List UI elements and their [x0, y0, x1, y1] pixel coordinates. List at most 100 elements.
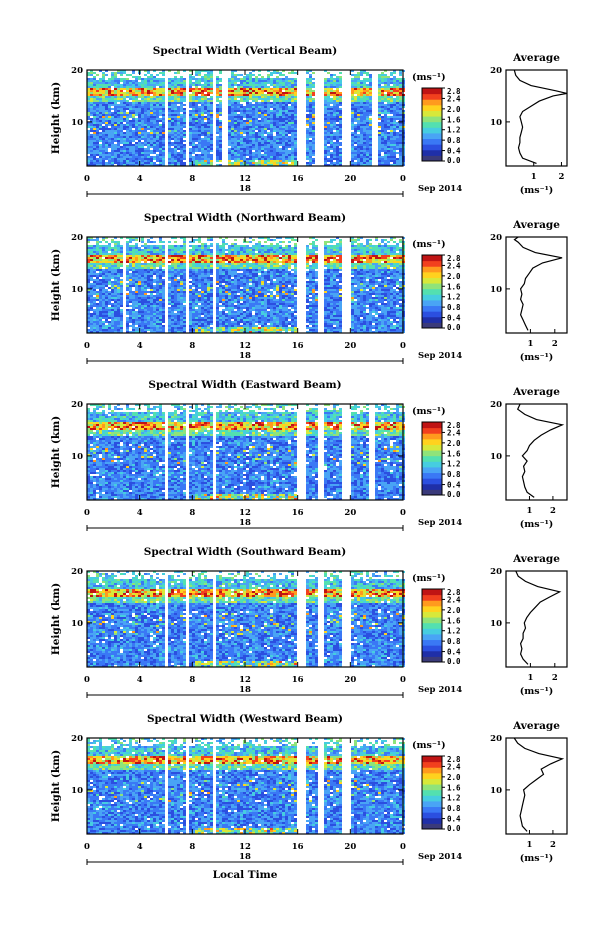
heatmap-cell: [129, 140, 132, 142]
heatmap-cell: [174, 80, 177, 82]
heatmap-cell: [129, 146, 132, 148]
heatmap-cell: [147, 275, 150, 277]
heatmap-cell: [93, 321, 96, 323]
heatmap-cell: [117, 277, 120, 279]
heatmap-cell: [264, 100, 267, 102]
y-axis-label: Height (km): [50, 82, 62, 154]
heatmap-cell: [204, 152, 207, 154]
heatmap-cell: [231, 130, 234, 132]
heatmap-cell: [306, 108, 309, 110]
heatmap-cell: [201, 90, 204, 92]
heatmap-cell: [246, 158, 249, 160]
heatmap-cell: [96, 269, 99, 271]
heatmap-cell: [129, 301, 132, 303]
heatmap-cell: [90, 146, 93, 148]
heatmap-cell: [138, 259, 141, 261]
heatmap-cell: [150, 301, 153, 303]
heatmap-cell: [129, 249, 132, 251]
heatmap-cell: [117, 134, 120, 136]
heatmap-cell: [132, 86, 135, 88]
heatmap-cell: [111, 100, 114, 102]
heatmap-cell: [267, 112, 270, 114]
heatmap-cell: [333, 82, 336, 84]
heatmap-cell: [285, 120, 288, 122]
heatmap-cell: [276, 100, 279, 102]
heatmap-cell: [144, 126, 147, 128]
heatmap-cell: [252, 84, 255, 86]
heatmap-cell: [351, 158, 354, 160]
heatmap-cell: [153, 136, 156, 138]
heatmap-cell: [378, 96, 381, 98]
heatmap-cell: [111, 134, 114, 136]
heatmap-cell: [159, 114, 162, 116]
heatmap-cell: [285, 138, 288, 140]
heatmap-cell: [252, 160, 255, 162]
heatmap-cell: [252, 82, 255, 84]
heatmap-cell: [159, 92, 162, 94]
heatmap-cell: [237, 106, 240, 108]
heatmap-cell: [141, 124, 144, 126]
heatmap-cell: [105, 132, 108, 134]
heatmap-cell: [150, 110, 153, 112]
heatmap-cell: [138, 253, 141, 255]
heatmap-cell: [243, 76, 246, 78]
heatmap-cell: [138, 132, 141, 134]
heatmap-cell: [96, 132, 99, 134]
heatmap-cell: [138, 128, 141, 130]
heatmap-cell: [147, 154, 150, 156]
heatmap-cell: [138, 293, 141, 295]
heatmap-cell: [264, 128, 267, 130]
heatmap-cell: [237, 134, 240, 136]
heatmap-cell: [201, 78, 204, 80]
average-profile: Average10201 2(ms⁻¹): [490, 52, 567, 196]
heatmap-cell: [147, 239, 150, 241]
heatmap-cell: [111, 132, 114, 134]
heatmap-cell: [246, 152, 249, 154]
heatmap-cell: [93, 86, 96, 88]
heatmap-cell: [156, 150, 159, 152]
heatmap-cell: [90, 104, 93, 106]
heatmap-cell: [117, 317, 120, 319]
heatmap-cell: [90, 98, 93, 100]
heatmap-cell: [192, 84, 195, 86]
heatmap-cell: [90, 257, 93, 259]
heatmap-cell: [138, 78, 141, 80]
heatmap-cell: [237, 130, 240, 132]
heatmap-cell: [243, 94, 246, 96]
heatmap-cell: [90, 299, 93, 301]
heatmap-cell: [105, 311, 108, 313]
heatmap-cell: [105, 309, 108, 311]
heatmap-cell: [117, 144, 120, 146]
heatmap-cell: [99, 291, 102, 293]
heatmap-cell: [192, 156, 195, 158]
heatmap-cell: [204, 142, 207, 144]
heatmap-cell: [96, 273, 99, 275]
heatmap-cell: [147, 82, 150, 84]
heatmap-cell: [327, 72, 330, 74]
heatmap-cell: [384, 96, 387, 98]
heatmap-cell: [153, 128, 156, 130]
heatmap-cell: [129, 74, 132, 76]
heatmap-cell: [378, 118, 381, 120]
heatmap-cell: [90, 267, 93, 269]
heatmap-cell: [327, 116, 330, 118]
heatmap-cell: [105, 313, 108, 315]
heatmap-cell: [327, 128, 330, 130]
heatmap-cell: [90, 249, 93, 251]
heatmap-cell: [264, 106, 267, 108]
heatmap-cell: [150, 124, 153, 126]
heatmap-cell: [111, 122, 114, 124]
heatmap-cell: [132, 132, 135, 134]
heatmap-cell: [192, 132, 195, 134]
heatmap-cell: [219, 120, 222, 122]
heatmap-cell: [171, 124, 174, 126]
heatmap-cell: [393, 138, 396, 140]
heatmap-cell: [243, 92, 246, 94]
heatmap-cell: [219, 94, 222, 96]
panel-0: Spectral Width (Vertical Beam)Height (km…: [50, 45, 567, 197]
heatmap-cell: [282, 110, 285, 112]
heatmap-cell: [138, 257, 141, 259]
heatmap-cell: [144, 261, 147, 263]
heatmap-cell: [93, 285, 96, 287]
heatmap-cell: [177, 120, 180, 122]
